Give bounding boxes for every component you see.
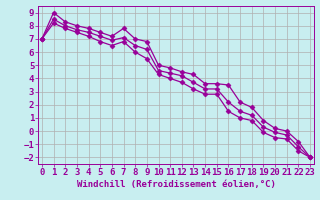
X-axis label: Windchill (Refroidissement éolien,°C): Windchill (Refroidissement éolien,°C) (76, 180, 276, 189)
